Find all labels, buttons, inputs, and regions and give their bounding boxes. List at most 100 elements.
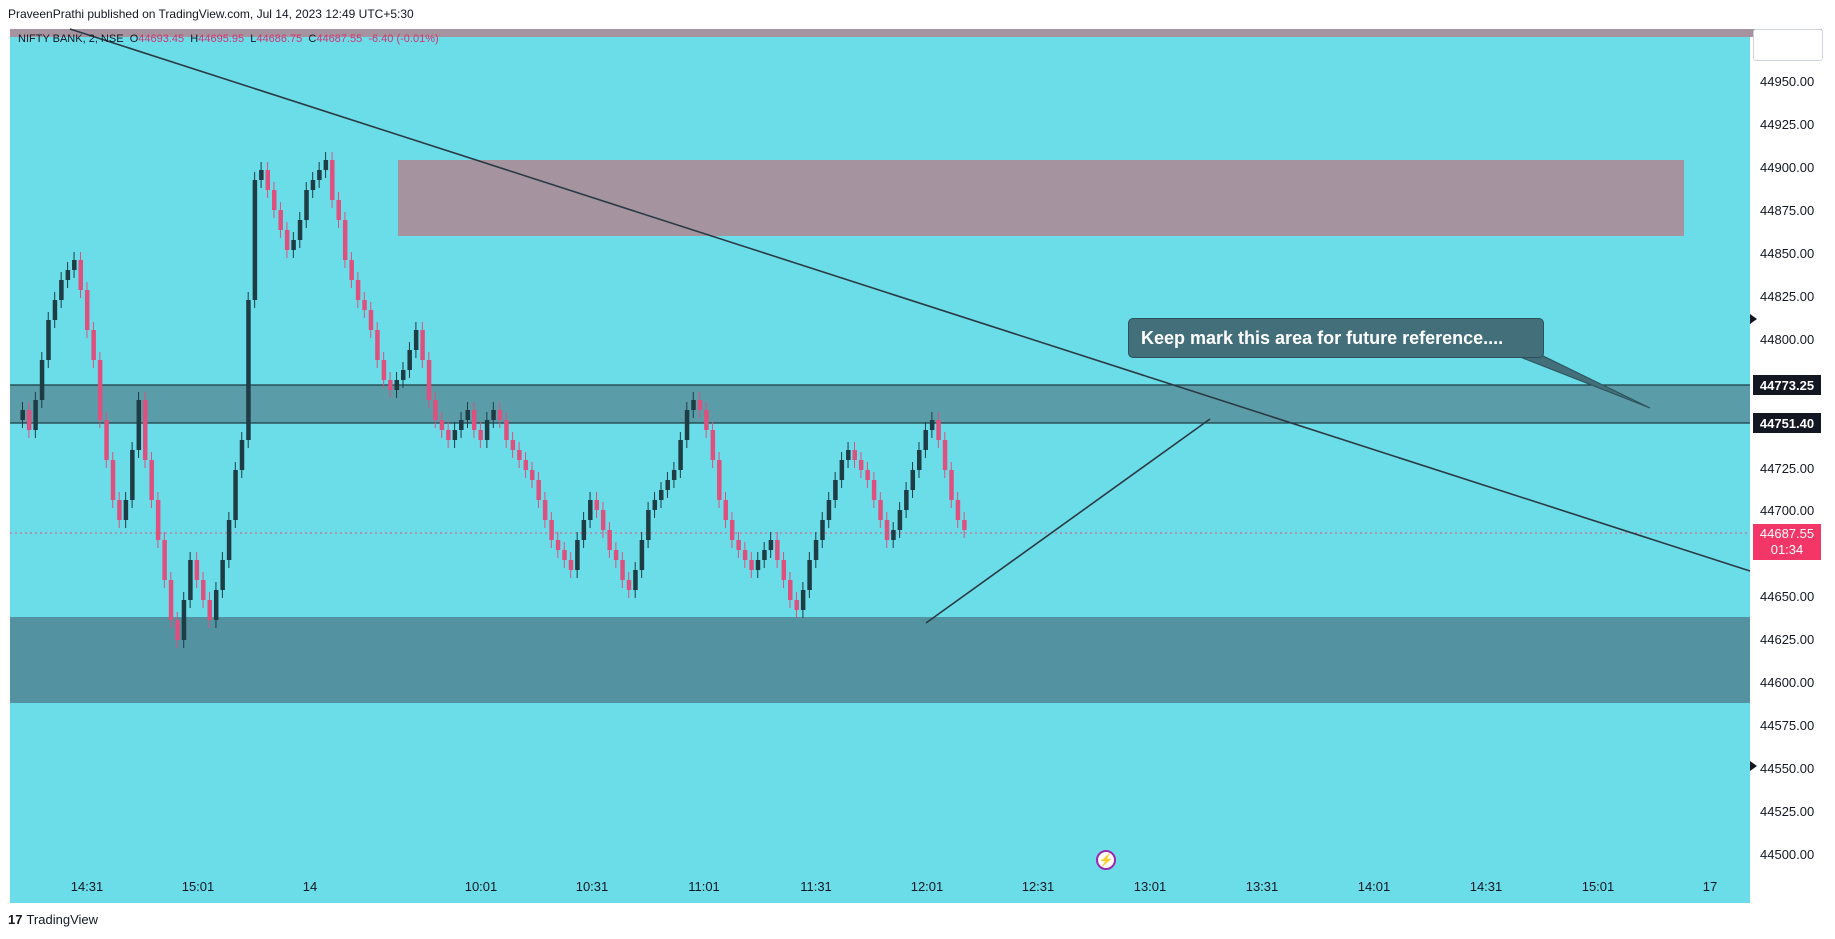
candle-body bbox=[84, 290, 90, 330]
time-axis-label: 10:31 bbox=[575, 879, 609, 894]
price-axis-label: 44650.00 bbox=[1760, 589, 1815, 605]
candle-body bbox=[252, 180, 258, 300]
candle-body bbox=[330, 160, 335, 200]
candle-body bbox=[523, 460, 529, 470]
price-axis-label: 44825.00 bbox=[1760, 288, 1815, 304]
price-axis-label: 44625.00 bbox=[1760, 632, 1815, 648]
price-axis-label: 44800.00 bbox=[1760, 331, 1815, 347]
candle-body bbox=[949, 470, 954, 500]
candle-body bbox=[413, 330, 419, 350]
price-axis-label: 44600.00 bbox=[1760, 675, 1815, 691]
candle-body bbox=[762, 550, 767, 560]
price-tag-lower: 44751.40 bbox=[1753, 413, 1821, 433]
candle-body bbox=[388, 380, 393, 390]
candle-body bbox=[317, 170, 322, 180]
candle-body bbox=[929, 420, 935, 430]
candle-body bbox=[446, 430, 451, 440]
candle-body bbox=[659, 490, 664, 500]
ohlc-legend: NIFTY BANK, 2, NSE O44693.45 H44695.95 L… bbox=[18, 33, 439, 45]
candle-body bbox=[781, 560, 787, 580]
candle-body bbox=[52, 300, 58, 320]
candle-body bbox=[607, 530, 612, 550]
price-axis-label: 44725.00 bbox=[1760, 460, 1815, 476]
time-axis-label: 15:01 bbox=[181, 879, 215, 894]
time-axis-label: 14:01 bbox=[1357, 879, 1391, 894]
candle-body bbox=[807, 560, 812, 590]
candle-body bbox=[304, 190, 309, 220]
candle-body bbox=[123, 500, 129, 520]
candle-body bbox=[923, 430, 928, 450]
candle-body bbox=[362, 300, 367, 310]
candle-body bbox=[213, 590, 219, 620]
candle-body bbox=[536, 480, 541, 500]
price-axis-label: 44875.00 bbox=[1760, 202, 1815, 218]
candle-body bbox=[652, 500, 658, 510]
candle-body bbox=[110, 460, 116, 500]
price-axis-label: 44575.00 bbox=[1760, 718, 1815, 734]
candle-body bbox=[884, 520, 890, 540]
last-price-tag: 44687.55 01:34 bbox=[1753, 524, 1821, 560]
candle-body bbox=[588, 500, 593, 520]
supply-zone bbox=[398, 160, 1684, 236]
candle-body bbox=[755, 560, 761, 570]
flash-icon[interactable]: ⚡ bbox=[1096, 850, 1116, 870]
candle-body bbox=[788, 580, 793, 600]
candle-body bbox=[46, 320, 51, 360]
down-trendline bbox=[69, 28, 1751, 572]
candle-body bbox=[426, 360, 432, 400]
candle-body bbox=[671, 470, 677, 480]
candle-body bbox=[800, 590, 806, 610]
key-zone bbox=[10, 385, 1750, 423]
candle-body bbox=[226, 520, 232, 560]
candle-body bbox=[478, 430, 483, 440]
candle-body bbox=[497, 410, 503, 420]
candle-body bbox=[39, 360, 45, 400]
close-label: C bbox=[308, 33, 317, 45]
time-axis-label: 14:31 bbox=[70, 879, 104, 894]
candle-body bbox=[310, 180, 316, 190]
candle-body bbox=[233, 470, 238, 520]
candle-body bbox=[181, 600, 187, 640]
candle-body bbox=[471, 410, 477, 430]
time-axis-label: 15:01 bbox=[1581, 879, 1615, 894]
candle-body bbox=[194, 560, 200, 580]
annotation-callout[interactable]: Keep mark this area for future reference… bbox=[1128, 318, 1544, 358]
candle-body bbox=[381, 360, 387, 380]
candle-body bbox=[594, 500, 599, 510]
candle-body bbox=[78, 260, 83, 290]
time-axis-label: 17 bbox=[1702, 879, 1718, 894]
candle-body bbox=[20, 410, 25, 420]
candle-body bbox=[904, 490, 909, 510]
candle-body bbox=[542, 500, 548, 520]
high-value: 44695.95 bbox=[198, 33, 245, 45]
candle-body bbox=[349, 260, 354, 280]
candle-body bbox=[794, 600, 799, 610]
price-axis-label: 44925.00 bbox=[1760, 116, 1815, 132]
candle-body bbox=[846, 450, 851, 460]
price-axis-top-box[interactable] bbox=[1753, 29, 1823, 61]
price-tag-upper: 44773.25 bbox=[1753, 375, 1821, 395]
candle-body bbox=[549, 520, 554, 540]
candle-body bbox=[484, 420, 490, 440]
candle-body bbox=[665, 480, 670, 490]
candle-body bbox=[962, 520, 967, 530]
candle-body bbox=[72, 260, 77, 270]
candle-body bbox=[936, 420, 941, 440]
candle-body bbox=[259, 170, 264, 180]
candle-body bbox=[336, 200, 341, 220]
candle-body bbox=[91, 330, 96, 360]
time-axis-label: 12:01 bbox=[910, 879, 944, 894]
candle-body bbox=[246, 300, 251, 440]
candle-body bbox=[813, 540, 819, 560]
candle-body bbox=[149, 460, 154, 500]
candle-body bbox=[833, 480, 838, 500]
candle-body bbox=[852, 450, 857, 460]
candle-body bbox=[504, 420, 509, 440]
candle-body bbox=[155, 500, 161, 540]
high-label: H bbox=[190, 33, 199, 45]
candle-body bbox=[272, 190, 277, 210]
candle-body bbox=[613, 550, 619, 560]
candle-body bbox=[600, 510, 606, 530]
tradingview-logo-icon: 17 bbox=[8, 912, 23, 927]
